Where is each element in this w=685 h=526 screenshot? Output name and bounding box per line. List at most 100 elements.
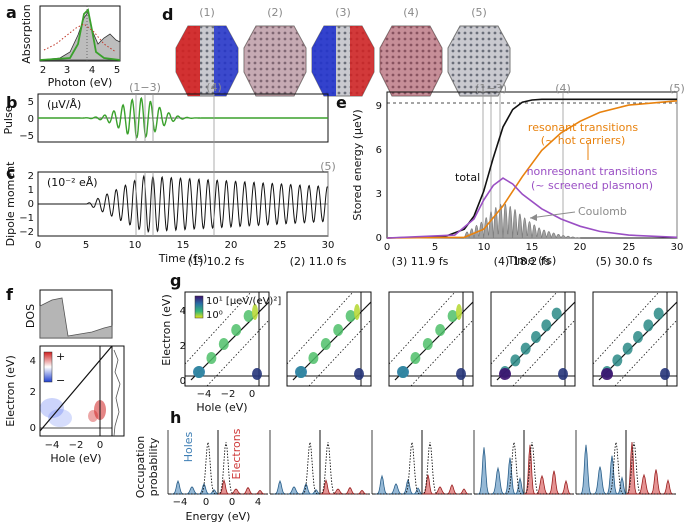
colorbar-plus: +: [56, 350, 65, 363]
panel-g-xtick: −2: [221, 389, 236, 400]
panel-h-plot: [473, 430, 574, 495]
panel-label-f: f: [6, 285, 14, 304]
holes-distribution: [374, 474, 423, 495]
electrons-distribution: [422, 474, 470, 495]
electrons-distribution: [218, 479, 266, 495]
panel-g-ytick: 2: [180, 341, 186, 352]
panel-c-xtick: 5: [83, 240, 89, 251]
label-nonresonant-sub: (~ screened plasmon): [531, 179, 653, 192]
panel-h-plot: [269, 430, 370, 495]
electrons-distribution: [320, 479, 368, 495]
panel-e-ytick: 6: [376, 145, 382, 156]
panel-g-ytick: 4: [180, 306, 186, 317]
panel-g-maps: [184, 291, 678, 387]
panel-d-images: (1) (2) (3) (4) (5): [175, 6, 511, 97]
nanoparticle-label: (5): [471, 6, 487, 19]
holes-distribution: [476, 447, 525, 495]
panel-g-map: [592, 291, 678, 387]
series-resonant-line: [386, 100, 678, 239]
panel-b-marker: (1−3): [129, 81, 161, 94]
panel-label-h: h: [170, 408, 181, 427]
panel-a-xtick: 3: [64, 65, 70, 76]
panel-g-map: [286, 291, 372, 387]
panel-e-ylabel: Stored energy (μeV): [351, 109, 364, 220]
panel-e-xtick: 10: [478, 242, 491, 253]
panel-h-plot: [371, 430, 472, 495]
panel-h-occupations: [167, 430, 676, 495]
panel-f-xtick: 0: [97, 440, 103, 451]
panel-h-xtick: 0: [203, 497, 209, 508]
panel-g-xtick: 0: [249, 389, 255, 400]
nanoparticle-1: [175, 25, 239, 97]
panel-b-ytick: 5: [28, 97, 34, 108]
panel-h-plot: [575, 430, 676, 495]
nanoparticle-5: [447, 25, 511, 97]
nanoparticle-label: (4): [403, 6, 419, 19]
panel-f-ytick: 2: [30, 387, 36, 398]
panel-f-xtick: −2: [69, 440, 84, 451]
panel-e-marker: (5): [669, 82, 685, 95]
panel-e-ytick: 0: [376, 233, 382, 244]
nanoparticle-label: (2): [267, 6, 283, 19]
panel-a-xtick: 4: [89, 65, 95, 76]
panel-c-ytick: −1: [19, 213, 34, 224]
panel-e-xtick: 20: [574, 242, 587, 253]
panel-g-title: (3) 11.9 fs: [392, 255, 449, 268]
panel-c-ylabel: Dipole moment: [4, 161, 17, 246]
panel-b-ytick: 0: [28, 114, 34, 125]
panel-c-ytick: 2: [28, 171, 34, 182]
panel-c-xtick: 30: [322, 240, 335, 251]
panel-e-marker: (1−3): [475, 82, 507, 95]
panel-e-xtick: 30: [671, 242, 684, 253]
panel-c-ytick: −2: [19, 227, 34, 238]
label-electrons: Electrons: [230, 428, 243, 479]
panel-e-plot: [386, 91, 678, 240]
panel-g-title: (1) 10.2 fs: [188, 255, 245, 268]
label-resonant: resonant transitions: [528, 121, 638, 134]
panel-e-xtick: 25: [623, 242, 636, 253]
panel-a-xtick: 2: [40, 65, 46, 76]
panel-f-dos: DOS: [24, 304, 37, 328]
panel-h-xtick: 0: [229, 497, 235, 508]
label-total: total: [455, 171, 480, 184]
panel-e-marker: (4): [555, 82, 571, 95]
holes-distribution: [578, 444, 627, 495]
panel-h-xlabel: Energy (eV): [186, 510, 251, 523]
panel-g-title: (2) 11.0 fs: [290, 255, 347, 268]
panel-e-ytick: 9: [376, 101, 382, 112]
panel-f-plot: [39, 289, 125, 437]
holes-distribution: [170, 479, 219, 495]
series-nonresonant-line: [386, 177, 678, 239]
panel-a-plot: [39, 5, 121, 62]
panel-c-ytick: 0: [28, 199, 34, 210]
panel-c-xtick: 20: [225, 240, 238, 251]
panel-g-map: [388, 291, 474, 387]
panel-g-title: (5) 30.0 fs: [596, 255, 653, 268]
panel-g-xlabel: Hole (eV): [196, 401, 247, 414]
nanoparticle-2: [243, 25, 307, 97]
nanoparticle-label: (1): [199, 6, 215, 19]
panel-g-colorbar: [194, 295, 204, 319]
panel-g-xtick: −4: [197, 389, 212, 400]
panel-h-ylabel-2: probability: [147, 437, 160, 496]
panel-e-ytick: 3: [376, 189, 382, 200]
nanoparticle-label: (3): [335, 6, 351, 19]
panel-c-ytick: 1: [28, 185, 34, 196]
panel-c-xtick: 25: [274, 240, 287, 251]
panel-e-xtick: 15: [526, 242, 539, 253]
panel-c-xtick: 10: [129, 240, 142, 251]
reference-curve: [578, 442, 674, 495]
panel-c-unit: (10⁻² eÅ): [47, 176, 98, 189]
panel-f-ylabel: Electron (eV): [4, 355, 17, 427]
panel-a-ylabel: Absorption: [20, 4, 33, 64]
panel-c-xlabel: Time (fs): [158, 252, 208, 265]
electrons-distribution: [625, 441, 674, 495]
nanoparticle-3: [311, 25, 375, 97]
panel-f-xtick: −4: [45, 440, 60, 451]
label-resonant-sub: (~ hot carriers): [541, 134, 626, 147]
panel-c-plot: [37, 142, 329, 237]
panel-label-g: g: [170, 271, 181, 290]
reference-curve: [272, 442, 368, 495]
panel-label-a: a: [6, 3, 17, 22]
